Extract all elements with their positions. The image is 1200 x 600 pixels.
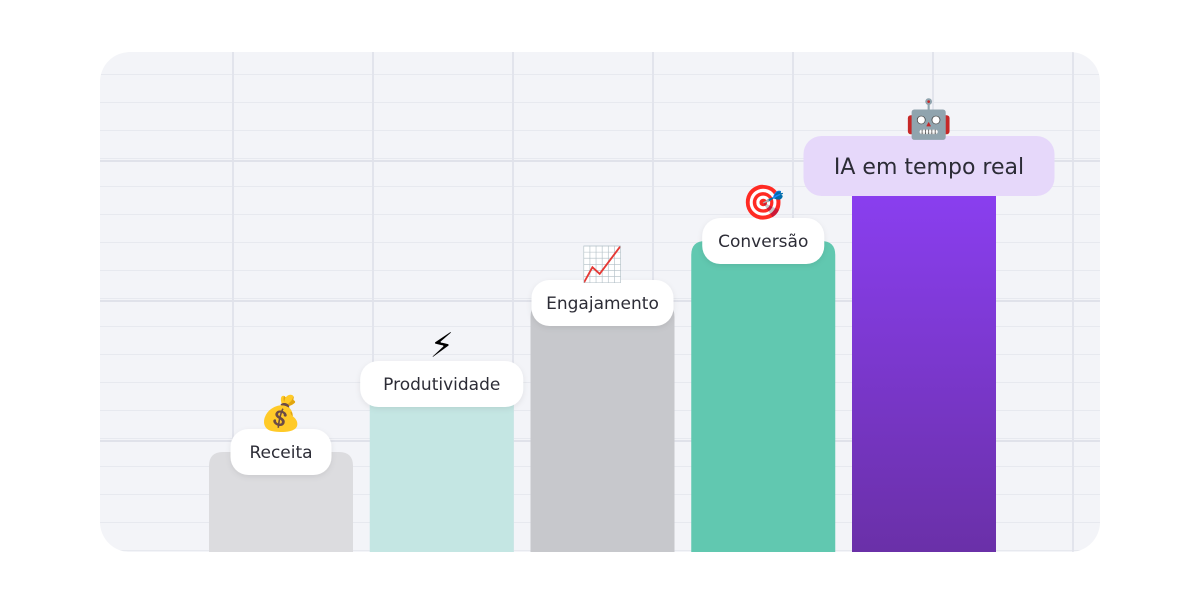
category-label: Engajamento (546, 294, 659, 314)
label-pill (531, 280, 674, 326)
label-pill (230, 429, 332, 475)
label-engajamento: Engajamento 📈 (531, 245, 674, 326)
bar-ia-em-tempo-real (852, 180, 996, 552)
bar-produtividade (369, 384, 514, 552)
robot-icon: 🤖 (905, 97, 952, 141)
label-ia-em-tempo-real: IA em tempo real 🤖 (803, 97, 1055, 196)
label-pill (702, 218, 825, 264)
label-pill (803, 136, 1055, 196)
category-label: Produtividade (383, 375, 500, 395)
money-bag-icon: 💰 (260, 394, 302, 434)
label-convers-o: Conversão 🎯 (702, 183, 825, 264)
category-label: Receita (249, 443, 312, 463)
label-receita: Receita 💰 (230, 394, 332, 475)
label-produtividade: Produtividade ⚡ (360, 326, 524, 407)
bar-engajamento (530, 303, 675, 552)
category-label: IA em tempo real (834, 155, 1024, 180)
bar-receita (209, 452, 353, 552)
target-icon: 🎯 (742, 183, 784, 223)
category-label: Conversão (718, 232, 808, 252)
bar-convers-o (691, 241, 836, 552)
lightning-icon: ⚡ (430, 326, 454, 366)
label-pill (360, 361, 524, 407)
chart-increasing-icon: 📈 (581, 245, 623, 285)
